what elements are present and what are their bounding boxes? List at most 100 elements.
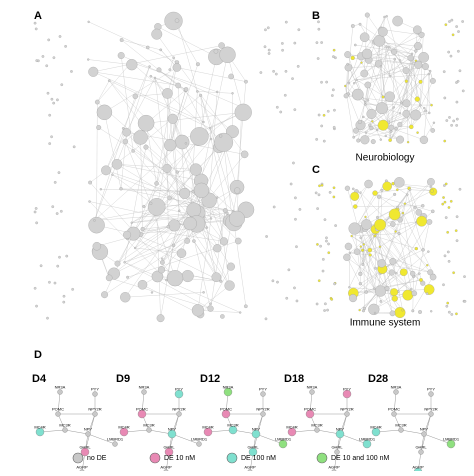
node	[374, 267, 376, 269]
node	[394, 177, 404, 187]
node	[448, 311, 450, 313]
gene-label: PYY	[259, 387, 267, 392]
gene-label: LMBRD1	[275, 437, 292, 442]
node	[101, 291, 108, 298]
gene-label: NR3A	[139, 385, 150, 390]
node	[164, 139, 176, 151]
node	[430, 189, 433, 192]
node	[281, 49, 283, 51]
node	[452, 120, 454, 122]
gene-label: LMBRD1	[359, 437, 376, 442]
node	[407, 141, 409, 143]
gene-node	[93, 412, 98, 417]
node	[34, 211, 36, 213]
node	[333, 187, 335, 189]
gene-label: POMC	[52, 407, 64, 412]
gene-node	[93, 392, 98, 397]
node	[416, 132, 418, 134]
edge	[409, 188, 419, 212]
legend-swatch	[150, 453, 160, 463]
node	[325, 240, 327, 242]
node	[213, 244, 221, 252]
gene-label: MC3R	[311, 423, 322, 428]
node	[235, 238, 241, 244]
node	[318, 185, 320, 187]
node	[376, 216, 379, 219]
node	[416, 209, 422, 215]
node	[327, 110, 329, 112]
node	[427, 178, 434, 185]
node	[450, 200, 452, 202]
gene-label: NPY	[84, 427, 93, 432]
node	[428, 73, 430, 75]
gene-label: MC3R	[395, 423, 406, 428]
node	[361, 219, 371, 229]
timepoint-label: D18	[284, 373, 304, 385]
node	[421, 204, 424, 207]
node	[380, 139, 382, 141]
gene-node	[261, 412, 266, 417]
node	[162, 88, 172, 98]
node	[395, 307, 406, 318]
node	[331, 298, 333, 300]
node	[63, 301, 65, 303]
panel-label: D	[34, 349, 42, 361]
node	[388, 46, 390, 48]
node	[459, 70, 461, 72]
gene-node	[261, 392, 266, 397]
node	[345, 186, 350, 191]
node	[457, 50, 459, 52]
node	[448, 116, 450, 118]
node	[203, 291, 205, 293]
gene-node	[429, 412, 434, 417]
node	[455, 124, 457, 126]
node	[410, 110, 420, 120]
gene-label: NR3A	[223, 385, 234, 390]
node	[48, 114, 50, 116]
node	[323, 309, 325, 311]
gene-node	[335, 450, 340, 455]
node	[364, 216, 366, 218]
node	[324, 218, 326, 220]
gene-label: GHRL	[163, 445, 175, 450]
node	[446, 305, 448, 307]
edge	[396, 222, 417, 231]
gene-node	[419, 450, 424, 455]
node	[410, 288, 412, 290]
node	[48, 142, 50, 144]
node	[192, 239, 195, 242]
node	[375, 286, 386, 297]
node	[442, 284, 444, 286]
node	[443, 70, 445, 72]
gene-label: POMC	[220, 407, 232, 412]
gene-node	[422, 432, 427, 437]
node	[209, 127, 211, 129]
gene-label: NPY	[252, 427, 261, 432]
node	[143, 205, 146, 208]
node	[46, 317, 48, 319]
node	[290, 183, 292, 185]
node	[423, 107, 425, 109]
node	[210, 303, 212, 305]
node	[154, 77, 156, 79]
node	[131, 222, 133, 224]
node	[265, 235, 267, 237]
node	[362, 263, 365, 266]
gene-label: GHRL	[415, 445, 427, 450]
gene-label: NPY2R	[340, 407, 353, 412]
node	[374, 35, 385, 46]
node	[273, 206, 275, 208]
node	[326, 309, 328, 311]
node	[182, 270, 194, 282]
node	[414, 42, 422, 50]
gene-label: MC4R	[370, 425, 381, 430]
node	[385, 135, 387, 137]
node	[36, 59, 38, 61]
node	[409, 125, 413, 129]
edge	[94, 141, 125, 220]
node	[88, 67, 98, 77]
node	[294, 218, 296, 220]
node	[393, 106, 395, 108]
node	[402, 212, 404, 214]
node	[371, 120, 373, 122]
